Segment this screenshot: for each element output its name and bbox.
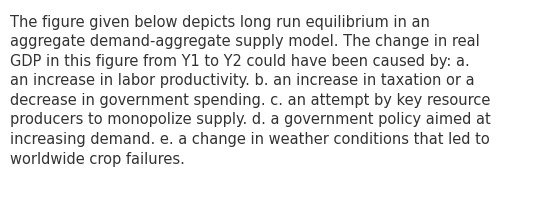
Text: The figure given below depicts long run equilibrium in an
aggregate demand-aggre: The figure given below depicts long run … bbox=[10, 15, 491, 167]
